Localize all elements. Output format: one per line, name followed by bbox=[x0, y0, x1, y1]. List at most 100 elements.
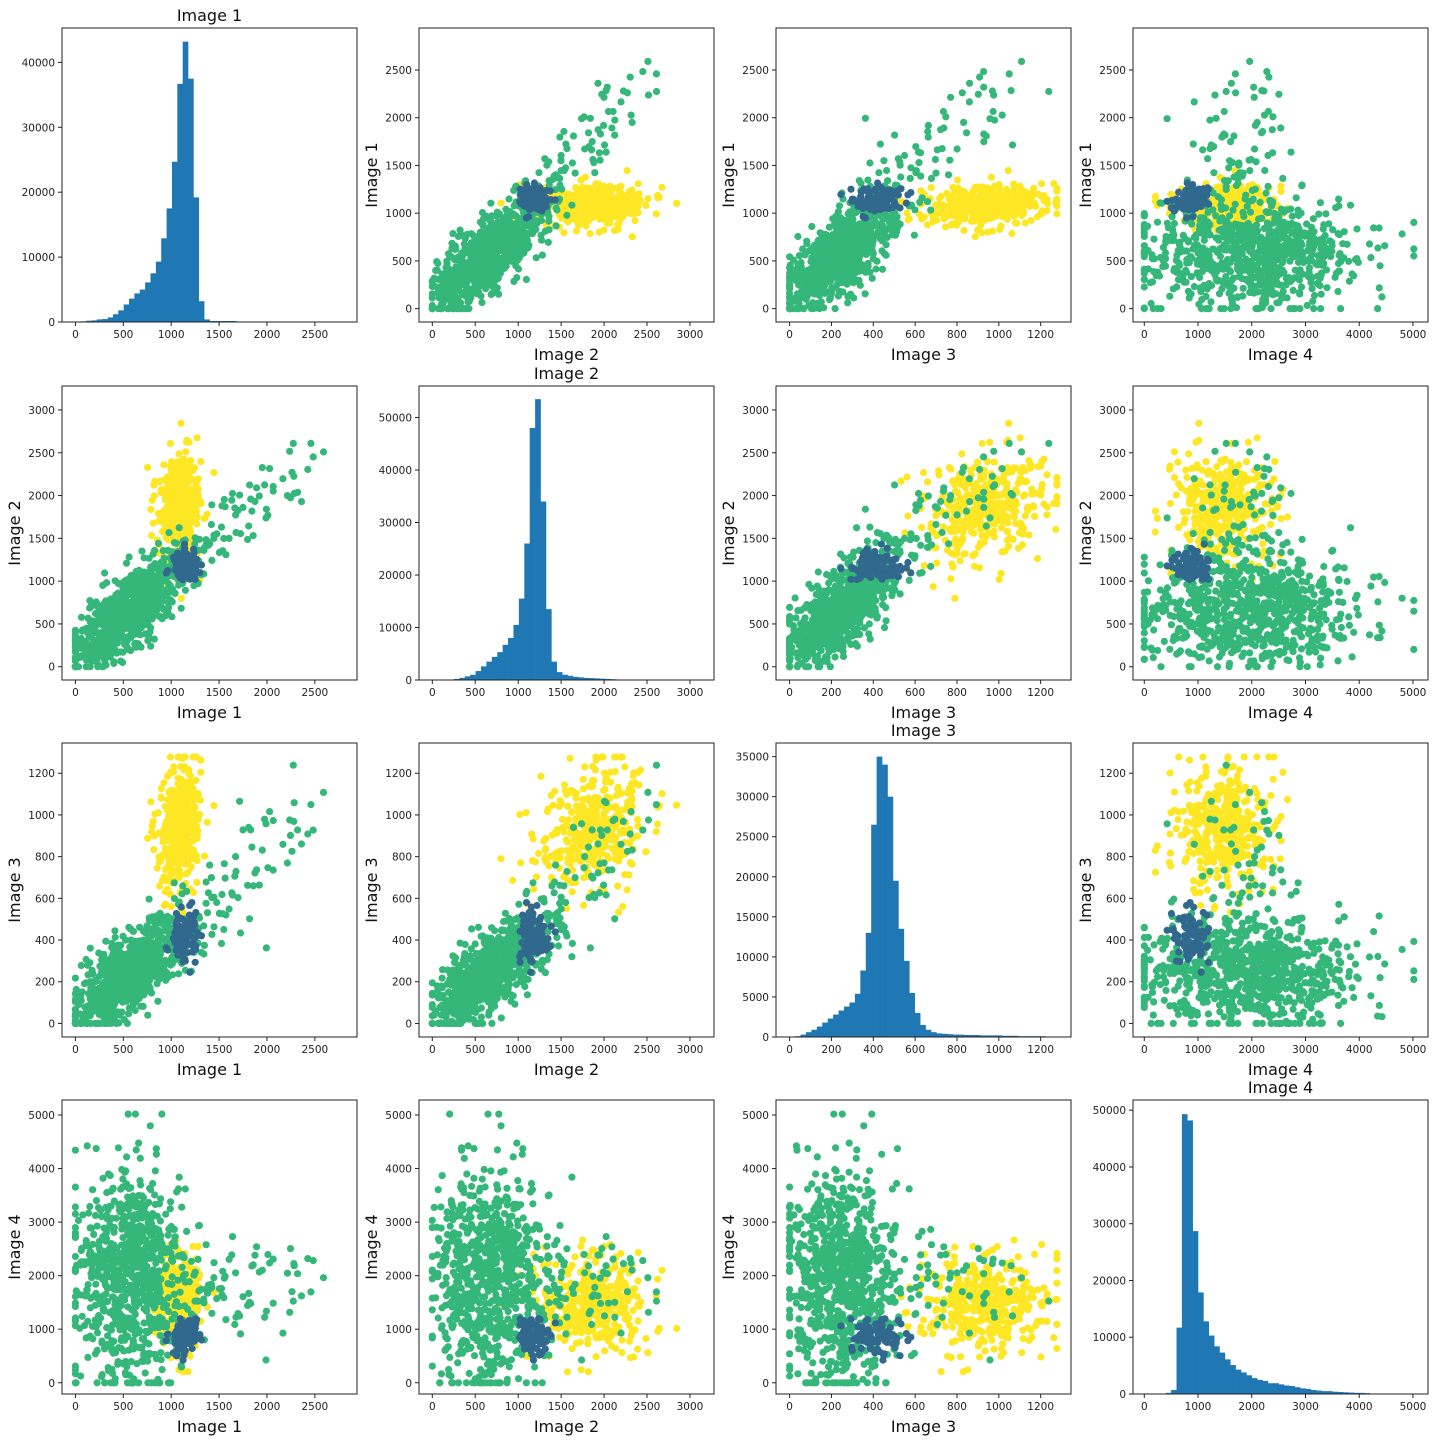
scatter-point-green bbox=[1215, 262, 1223, 270]
scatter-point-green bbox=[1265, 208, 1273, 216]
scatter-point-green-tail bbox=[1163, 115, 1171, 123]
scatter-point-yellow bbox=[974, 226, 982, 234]
scatter-point-green bbox=[1260, 246, 1268, 254]
scatter-point-green-tail bbox=[861, 114, 870, 122]
scatter-point-yellow bbox=[163, 489, 171, 497]
scatter-point-yellow bbox=[177, 419, 185, 427]
y-axis-label: Image 1 bbox=[1076, 142, 1095, 207]
scatter-point-yellow bbox=[974, 194, 983, 202]
histogram-panel: Image 10 500 1000 1500 2000 25000100002000030… bbox=[22, 6, 358, 341]
scatter-point-green-tail bbox=[652, 87, 661, 96]
scatter-point-yellow bbox=[903, 209, 911, 217]
scatter-point-green bbox=[1316, 199, 1324, 207]
scatter-point-green bbox=[544, 238, 552, 246]
scatter-point-blue bbox=[522, 214, 530, 222]
scatter-point-yellow bbox=[587, 187, 595, 195]
scatter-point-green bbox=[456, 226, 464, 234]
scatter-point-green-tail bbox=[1275, 90, 1283, 98]
scatter-point-green-tail bbox=[1204, 155, 1212, 163]
scatter-point-green bbox=[110, 659, 118, 668]
scatter-point-green bbox=[1239, 292, 1247, 300]
scatter-point-yellow bbox=[631, 216, 639, 225]
scatter-point-green bbox=[834, 292, 843, 300]
scatter-point-yellow bbox=[1011, 219, 1020, 227]
scatter-point-green-tail bbox=[924, 198, 932, 206]
scatter-point-green bbox=[488, 272, 496, 280]
scatter-point-green bbox=[1262, 189, 1270, 197]
histogram-bar bbox=[171, 161, 178, 322]
y-tick-label: 2500 bbox=[742, 65, 769, 77]
scatter-point-green-tail bbox=[1222, 87, 1230, 96]
scatter-point-green-tail bbox=[600, 141, 609, 149]
scatter-point-green bbox=[1339, 240, 1347, 248]
scatter-point-green bbox=[1297, 209, 1305, 217]
scatter-point-yellow bbox=[572, 227, 581, 235]
scatter-point-yellow bbox=[949, 183, 957, 191]
scatter-point-green bbox=[1232, 242, 1240, 250]
scatter-point-blue bbox=[904, 191, 912, 199]
scatter-point-green bbox=[1335, 195, 1343, 203]
scatter-point-green bbox=[1197, 305, 1206, 313]
scatter-point-green-tail bbox=[560, 166, 568, 175]
scatter-point-green bbox=[1236, 249, 1245, 257]
scatter-point-green-tail bbox=[1212, 114, 1220, 122]
scatter-point-yellow bbox=[200, 515, 209, 523]
x-tick-label: 2500 bbox=[301, 329, 328, 341]
scatter-point-yellow bbox=[187, 475, 195, 483]
scatter-point-green-tail bbox=[891, 131, 899, 139]
scatter-point-yellow bbox=[952, 209, 961, 218]
scatter-point-green bbox=[1200, 236, 1208, 244]
scatter-point-green bbox=[514, 231, 522, 239]
scatter-point-green bbox=[875, 169, 883, 177]
scatter-point-blue bbox=[1189, 205, 1197, 214]
scatter-point-yellow bbox=[917, 187, 925, 195]
scatter-point-green bbox=[541, 227, 550, 235]
scatter-point-green bbox=[1255, 266, 1263, 274]
histogram-bar bbox=[96, 319, 103, 322]
scatter-point-blue bbox=[1189, 181, 1197, 189]
scatter-point-green bbox=[445, 250, 453, 258]
scatter-point-green-tail bbox=[1220, 107, 1228, 116]
scatter-point-green bbox=[851, 262, 859, 270]
scatter-point-green bbox=[430, 274, 438, 282]
scatter-point-green-tail bbox=[602, 148, 610, 156]
x-tick-label: 600 bbox=[905, 329, 925, 341]
scatter-point-blue bbox=[526, 198, 534, 206]
scatter-point-green-tail bbox=[980, 83, 988, 91]
scatter-point-green-tail bbox=[553, 206, 561, 214]
scatter-point-green-tail bbox=[589, 155, 597, 164]
scatter-point-green-tail bbox=[586, 114, 595, 122]
scatter-point-green-tail bbox=[556, 133, 564, 141]
scatter-point-green bbox=[1299, 270, 1307, 278]
scatter-point-blue bbox=[868, 197, 876, 205]
scatter-point-blue bbox=[1199, 185, 1207, 193]
scatter-point-green bbox=[1256, 281, 1264, 289]
scatter-point-green-tail bbox=[1005, 70, 1013, 78]
scatter-point-green bbox=[1155, 272, 1164, 280]
y-tick-label: 1500 bbox=[1099, 160, 1126, 172]
scatter-point-green bbox=[1227, 305, 1235, 313]
scatter-point-green bbox=[101, 569, 109, 577]
scatter-point-green bbox=[1199, 265, 1207, 273]
x-tick-label: 0 bbox=[786, 329, 793, 341]
scatter-point-green bbox=[817, 230, 826, 238]
scatter-point-green bbox=[1206, 257, 1214, 265]
scatter-point-green bbox=[1316, 274, 1324, 282]
scatter-point-yellow bbox=[606, 219, 614, 227]
scatter-point-green-tail bbox=[569, 132, 578, 140]
scatter-point-green bbox=[860, 239, 868, 247]
y-tick-label: 2000 bbox=[1099, 113, 1126, 125]
scatter-point-green bbox=[432, 266, 440, 274]
scatter-point-green-tail bbox=[938, 145, 946, 153]
scatter-point-green bbox=[860, 246, 868, 254]
scatter-point-yellow bbox=[654, 194, 662, 202]
scatter-point-green bbox=[1214, 247, 1222, 255]
scatter-point-green-tail bbox=[595, 149, 604, 157]
scatter-point-green bbox=[830, 261, 838, 269]
scatter-point-yellow bbox=[1018, 195, 1026, 203]
scatter-point-green bbox=[835, 228, 843, 236]
scatter-point-yellow bbox=[150, 481, 158, 489]
scatter-point-green bbox=[434, 259, 442, 268]
histogram-bar bbox=[150, 273, 157, 322]
scatter-point-green bbox=[490, 288, 498, 297]
